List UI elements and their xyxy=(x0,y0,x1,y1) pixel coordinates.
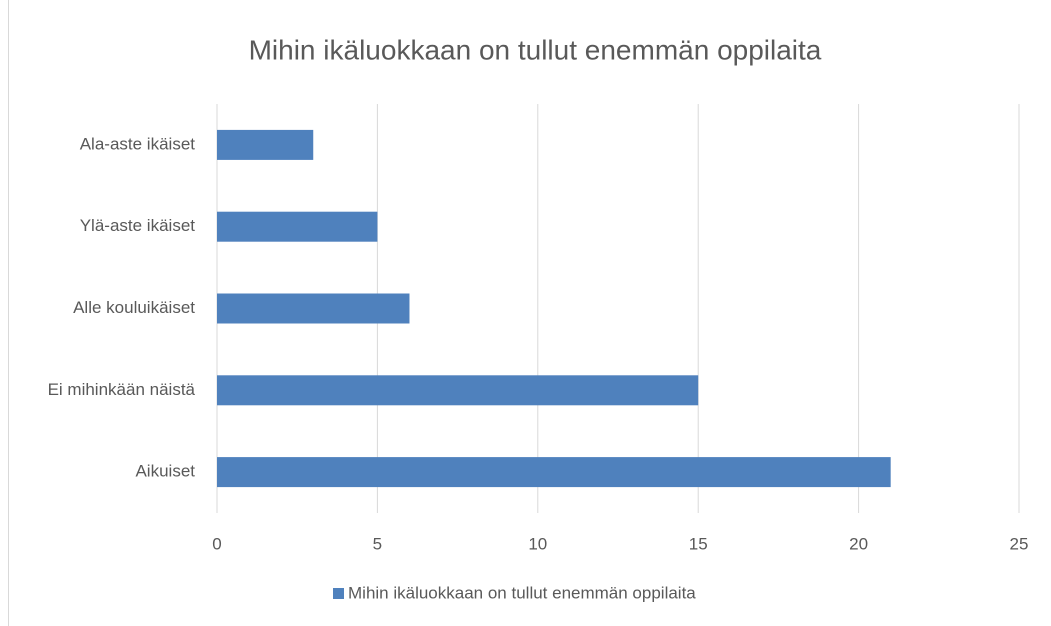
x-tick-label: 10 xyxy=(528,534,547,553)
y-tick-label: Aikuiset xyxy=(135,462,195,481)
x-tick-label: 0 xyxy=(212,534,221,553)
chart-title: Mihin ikäluokkaan on tullut enemmän oppi… xyxy=(249,34,822,65)
y-tick-label: Ala-aste ikäiset xyxy=(80,134,196,153)
legend-label: Mihin ikäluokkaan on tullut enemmän oppi… xyxy=(348,583,696,602)
y-tick-label: Ylä-aste ikäiset xyxy=(80,216,196,235)
x-tick-label: 5 xyxy=(373,534,382,553)
bar xyxy=(217,375,699,406)
x-tick-label: 20 xyxy=(849,534,868,553)
y-tick-label: Alle kouluikäiset xyxy=(73,298,195,317)
x-tick-label: 25 xyxy=(1010,534,1029,553)
x-tick-label: 15 xyxy=(689,534,708,553)
y-tick-label: Ei mihinkään näistä xyxy=(48,380,196,399)
bar xyxy=(217,457,891,488)
legend-swatch xyxy=(333,588,344,599)
bar xyxy=(217,211,378,242)
bar xyxy=(217,293,410,324)
bar xyxy=(217,129,314,160)
chart-border xyxy=(8,0,1051,626)
